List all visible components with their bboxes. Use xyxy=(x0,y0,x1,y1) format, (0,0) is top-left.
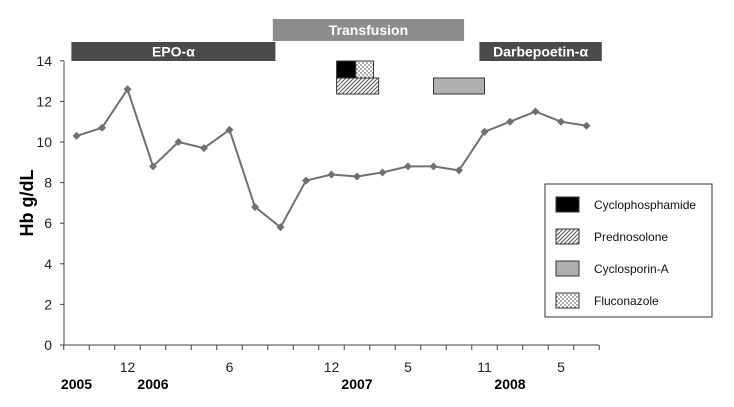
data-point xyxy=(557,117,565,126)
y-ticks: 0 2 4 6 8 10 12 14 xyxy=(36,53,64,353)
legend-swatch xyxy=(555,196,580,213)
x-ticks: 12 6 12 5 11 5 2005 2006 2007 2008 xyxy=(61,345,600,392)
data-point xyxy=(200,144,208,153)
therapy-bands: EPO-α Transfusion Darbepoetin-α xyxy=(71,19,602,61)
y-axis-label: Hb g/dL xyxy=(17,170,37,237)
y-tick-label: 12 xyxy=(36,93,52,109)
data-point xyxy=(353,172,361,181)
x-tick-label: 12 xyxy=(324,359,340,375)
drug-boxes xyxy=(336,60,485,95)
data-point xyxy=(531,107,540,116)
data-point xyxy=(404,162,412,171)
data-point xyxy=(276,223,285,232)
legend-label: Cyclosporin-A xyxy=(594,262,669,276)
legend-label: Fluconazole xyxy=(594,294,659,308)
data-point xyxy=(429,162,438,171)
data-point xyxy=(251,202,259,211)
drug-box xyxy=(336,60,357,79)
data-point xyxy=(378,168,387,177)
x-tick-label: 6 xyxy=(226,359,234,375)
data-point xyxy=(582,121,591,130)
legend: Cyclophosphamide Prednosolone Cyclosporin-… xyxy=(544,183,713,318)
data-point xyxy=(506,117,514,126)
therapy-band xyxy=(479,42,602,61)
y-tick-label: 10 xyxy=(36,134,52,150)
x-year-label: 2007 xyxy=(341,376,372,392)
series-line xyxy=(76,86,587,229)
therapy-band-label: Darbepoetin-α xyxy=(493,44,588,60)
data-point xyxy=(123,85,132,94)
y-tick-label: 4 xyxy=(44,256,52,272)
therapy-band xyxy=(272,19,465,41)
legend-label: Prednosolone xyxy=(594,230,668,244)
y-tick-label: 2 xyxy=(44,296,52,312)
data-point xyxy=(149,162,157,171)
drug-box xyxy=(336,77,380,95)
legend-swatch xyxy=(555,292,580,309)
x-tick-label: 11 xyxy=(477,359,492,375)
data-point xyxy=(72,131,81,140)
data-point xyxy=(98,123,106,132)
y-tick-label: 0 xyxy=(44,337,52,353)
x-tick-label: 5 xyxy=(404,359,412,375)
legend-label: Cyclophosphamide xyxy=(594,198,696,212)
legend-swatch xyxy=(555,228,580,245)
x-tick-label: 12 xyxy=(120,359,136,375)
x-tick-label: 5 xyxy=(557,359,565,375)
therapy-band-label: EPO-α xyxy=(152,44,195,60)
data-point xyxy=(174,138,183,146)
data-point xyxy=(327,170,336,179)
therapy-band xyxy=(71,42,276,61)
x-year-label: 2008 xyxy=(494,376,525,392)
x-year-label: 2006 xyxy=(137,376,168,392)
drug-box xyxy=(355,60,375,79)
y-tick-label: 6 xyxy=(44,215,52,231)
drug-box xyxy=(433,77,485,95)
data-point xyxy=(302,176,310,185)
therapy-band-label: Transfusion xyxy=(329,22,408,38)
legend-swatch xyxy=(555,260,580,277)
data-point xyxy=(225,125,234,134)
data-point xyxy=(480,127,489,136)
x-year-label: 2005 xyxy=(61,376,92,392)
data-point xyxy=(455,166,463,175)
series xyxy=(72,85,591,232)
y-tick-label: 8 xyxy=(44,175,52,191)
y-tick-label: 14 xyxy=(36,53,52,69)
